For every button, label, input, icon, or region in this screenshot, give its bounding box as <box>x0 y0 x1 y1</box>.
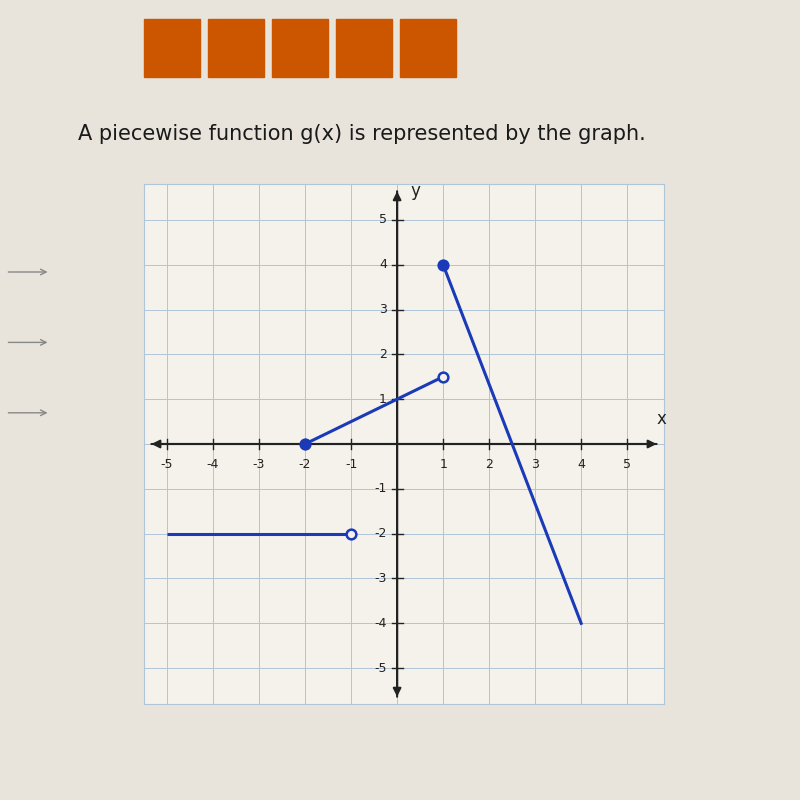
Text: 5: 5 <box>623 458 631 471</box>
Text: 4: 4 <box>578 458 585 471</box>
Text: -4: -4 <box>207 458 219 471</box>
Text: -5: -5 <box>374 662 387 674</box>
Text: 1: 1 <box>439 458 447 471</box>
Bar <box>208 19 264 77</box>
Text: -2: -2 <box>299 458 311 471</box>
Text: -3: -3 <box>374 572 387 585</box>
Text: 1: 1 <box>379 393 387 406</box>
Text: y: y <box>410 182 420 200</box>
Text: 3: 3 <box>531 458 539 471</box>
Bar <box>144 19 200 77</box>
Text: 4: 4 <box>379 258 387 271</box>
Text: 5: 5 <box>379 214 387 226</box>
Text: -4: -4 <box>374 617 387 630</box>
Bar <box>336 19 392 77</box>
Text: 2: 2 <box>485 458 493 471</box>
Bar <box>400 19 456 77</box>
Text: x: x <box>657 410 666 428</box>
Text: A piecewise function g(x) is represented by the graph.: A piecewise function g(x) is represented… <box>78 124 646 144</box>
Text: -2: -2 <box>374 527 387 540</box>
Text: -3: -3 <box>253 458 266 471</box>
Text: -1: -1 <box>345 458 358 471</box>
Text: 3: 3 <box>379 303 387 316</box>
Bar <box>272 19 328 77</box>
Text: -5: -5 <box>161 458 174 471</box>
Text: 2: 2 <box>379 348 387 361</box>
Text: -1: -1 <box>374 482 387 495</box>
